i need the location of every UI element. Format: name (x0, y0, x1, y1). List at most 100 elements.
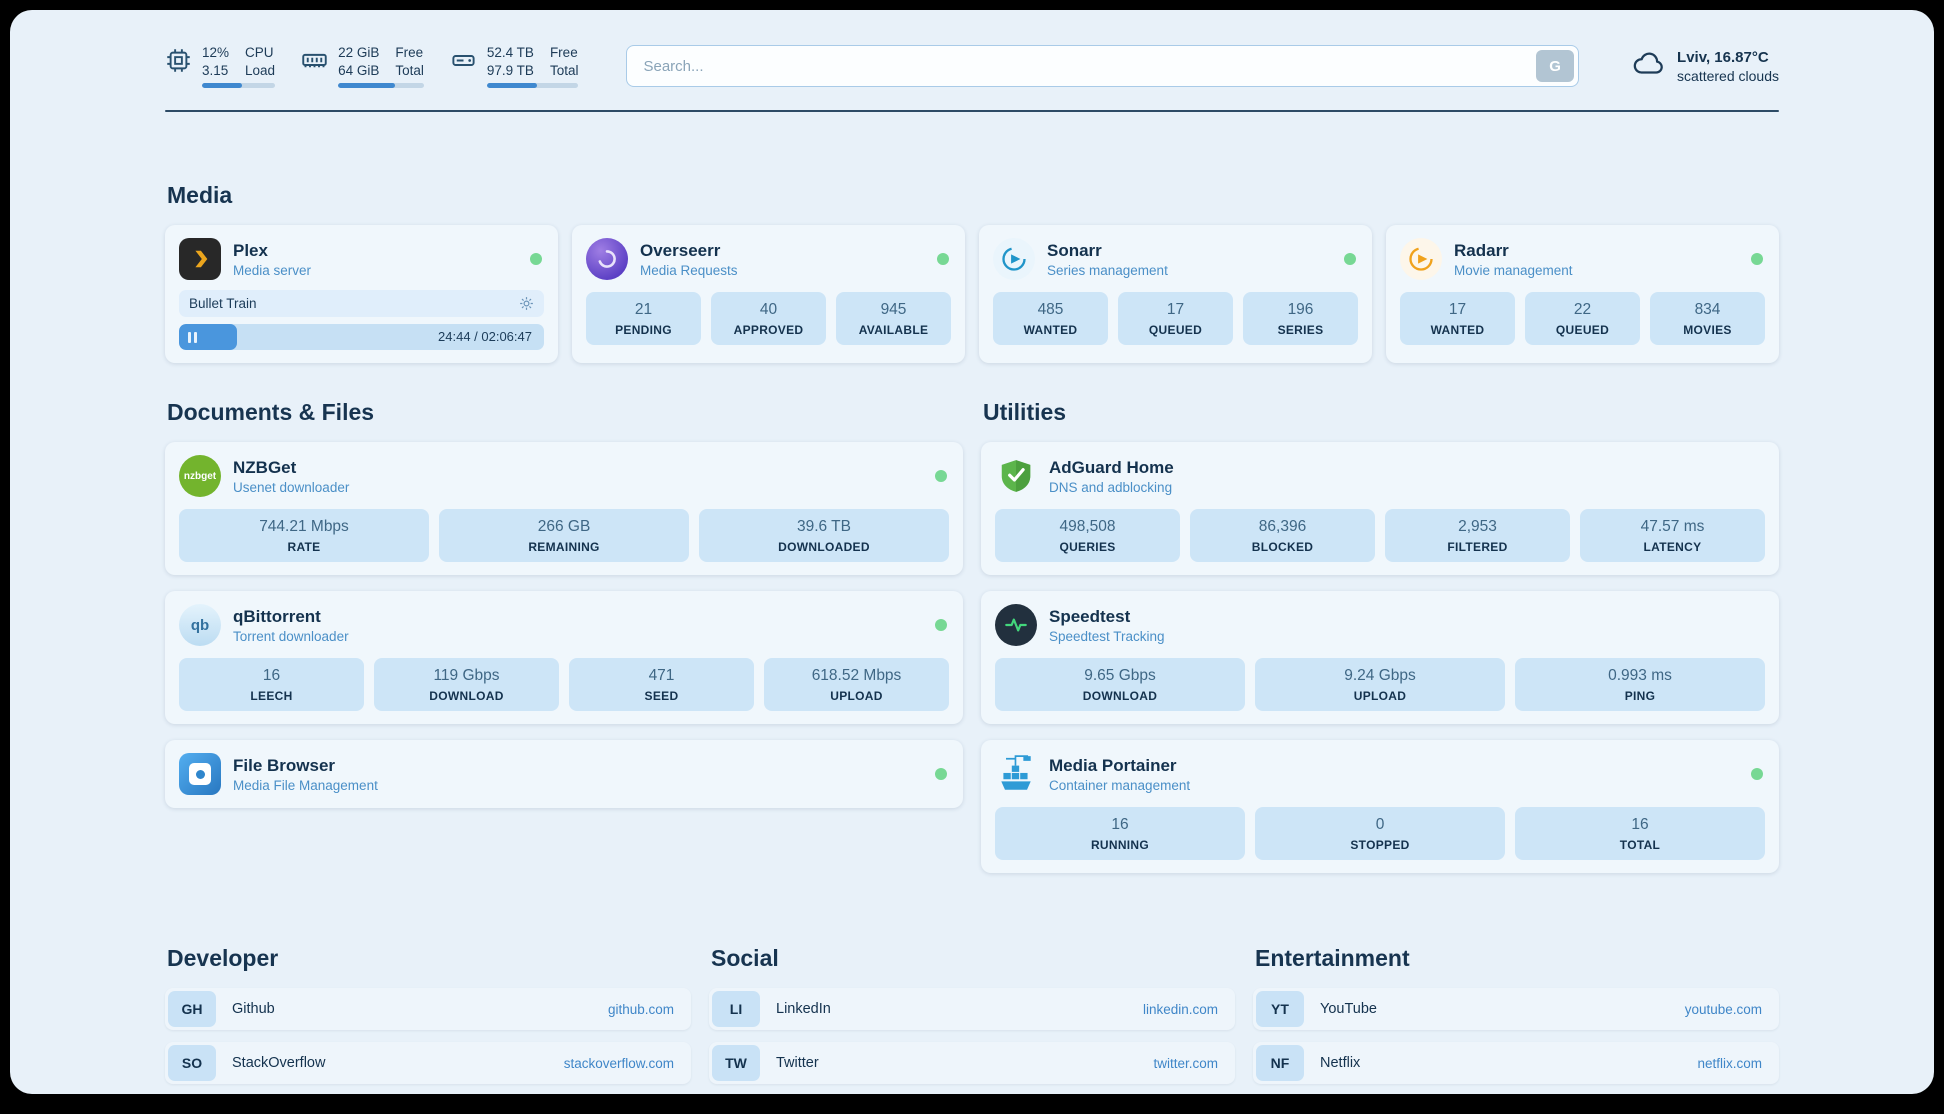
weather-widget[interactable]: Lviv, 16.87°C scattered clouds (1631, 49, 1779, 84)
plex-status-dot (530, 253, 542, 266)
stat-pending: 21 PENDING (586, 292, 701, 346)
qbittorrent-title[interactable]: qBittorrent (233, 606, 321, 626)
bookmark-name: YouTube (1320, 1001, 1377, 1018)
stat-label: DOWNLOADED (778, 540, 870, 555)
nzbget-card[interactable]: nzbget NZBGet Usenet downloader 744.21 M… (165, 442, 963, 576)
stat-label: QUEUED (1555, 323, 1610, 338)
utilities-section: Utilities AdGuard Home DNS and adblockin… (981, 399, 1779, 874)
ram-label-top: Free (395, 45, 424, 60)
stat-value: 16 (1631, 816, 1649, 834)
bookmark-linkedin[interactable]: LI LinkedIn linkedin.com (709, 988, 1235, 1031)
bookmark-twitter[interactable]: TW Twitter twitter.com (709, 1042, 1235, 1085)
social-section-title: Social (711, 945, 779, 972)
radarr-status-dot (1751, 253, 1763, 266)
documents-section: Documents & Files nzbget NZBGet Usenet d… (165, 399, 963, 809)
disk-metric: 52.4 TB Free 97.9 TB Total (450, 44, 579, 89)
stat-label: UPLOAD (830, 689, 883, 704)
stat-ping: 0.993 ms PING (1515, 658, 1765, 712)
filebrowser-card[interactable]: File Browser Media File Management (165, 740, 963, 809)
cpu-icon (165, 47, 192, 74)
stat-value: 834 (1694, 301, 1721, 319)
search-provider-button[interactable]: G (1536, 50, 1575, 83)
bookmark-github[interactable]: GH Github github.com (165, 988, 691, 1031)
adguard-title[interactable]: AdGuard Home (1049, 457, 1174, 477)
bookmark-stackoverflow[interactable]: SO StackOverflow stackoverflow.com (165, 1042, 691, 1085)
disk-icon (450, 47, 477, 74)
cpu-progress-track (202, 83, 276, 89)
radarr-card[interactable]: Radarr Movie management 17 WANTED 22 QUE… (1386, 225, 1779, 364)
entertainment-section-title: Entertainment (1255, 945, 1410, 972)
stat-label: SEED (644, 689, 679, 704)
cpu-progress-fill (202, 83, 243, 89)
pause-icon[interactable] (188, 331, 197, 343)
nzbget-title[interactable]: NZBGet (233, 457, 297, 477)
stat-blocked: 86,396 BLOCKED (1190, 509, 1375, 563)
stat-label: WANTED (1430, 323, 1485, 338)
stat-value: 17 (1448, 301, 1467, 319)
stat-queries: 498,508 QUERIES (995, 509, 1180, 563)
bookmark-name: Github (232, 1001, 275, 1018)
stat-available: 945 AVAILABLE (836, 292, 951, 346)
speedtest-card[interactable]: Speedtest Speedtest Tracking 9.65 Gbps D… (981, 591, 1779, 725)
nzbget-subtitle: Usenet downloader (233, 479, 350, 495)
filebrowser-status-dot (935, 768, 947, 781)
bookmark-url: netflix.com (1697, 1055, 1762, 1071)
stat-label: SERIES (1277, 323, 1324, 338)
qbittorrent-card[interactable]: qb qBittorrent Torrent downloader 16 LEE… (165, 591, 963, 725)
playback-progress-bar[interactable]: 24:44 / 02:06:47 (179, 324, 544, 351)
radarr-title[interactable]: Radarr (1454, 240, 1509, 260)
disk-progress-fill (486, 83, 538, 89)
bookmark-abbr: TW (712, 1045, 760, 1082)
bookmark-youtube[interactable]: YT YouTube youtube.com (1253, 988, 1779, 1031)
stat-label: BLOCKED (1251, 540, 1314, 555)
stat-stopped: 0 STOPPED (1255, 807, 1505, 861)
stat-movies: 834 MOVIES (1650, 292, 1765, 346)
search-input[interactable] (626, 45, 1580, 88)
stat-total: 16 TOTAL (1515, 807, 1765, 861)
bookmark-netflix[interactable]: NF Netflix netflix.com (1253, 1042, 1779, 1085)
bookmark-group-entertainment: Entertainment YT YouTube youtube.com NF … (1253, 945, 1779, 1094)
radarr-subtitle: Movie management (1454, 262, 1573, 278)
bookmark-url: youtube.com (1684, 1001, 1762, 1017)
stat-value: 119 Gbps (433, 667, 500, 685)
disk-label-bottom: Total (549, 62, 579, 78)
speedtest-title[interactable]: Speedtest (1049, 606, 1131, 626)
portainer-status-dot (1751, 768, 1763, 781)
sonarr-card[interactable]: Sonarr Series management 485 WANTED 17 Q… (979, 225, 1372, 364)
overseerr-card[interactable]: Overseerr Media Requests 21 PENDING 40 A… (572, 225, 965, 364)
documents-section-title: Documents & Files (167, 399, 375, 426)
ram-progress-fill (338, 83, 395, 89)
filebrowser-title[interactable]: File Browser (233, 755, 336, 775)
bookmark-abbr: YT (1256, 991, 1304, 1028)
adguard-card[interactable]: AdGuard Home DNS and adblocking 498,508 … (981, 442, 1779, 576)
cpu-metric: 12% CPU 3.15 Load (165, 44, 276, 89)
sonarr-title[interactable]: Sonarr (1047, 240, 1102, 260)
portainer-card[interactable]: Media Portainer Container management 16 … (981, 740, 1779, 874)
stat-value: 0 (1375, 816, 1385, 834)
bookmark-url: github.com (607, 1001, 674, 1017)
stat-label: REMAINING (528, 540, 600, 555)
overseerr-icon (586, 238, 628, 281)
sonarr-subtitle: Series management (1047, 262, 1168, 278)
plex-title[interactable]: Plex (233, 240, 268, 260)
disk-total-value: 97.9 TB (486, 62, 534, 78)
now-playing-bar: Bullet Train (179, 290, 544, 318)
ram-total-value: 64 GiB (338, 62, 380, 78)
stat-value: 9.65 Gbps (1084, 667, 1156, 685)
weather-condition: scattered clouds (1677, 67, 1779, 84)
bookmark-name: Netflix (1320, 1055, 1361, 1072)
stat-value: 196 (1287, 301, 1314, 319)
portainer-title[interactable]: Media Portainer (1049, 755, 1177, 775)
stat-label: QUEUED (1148, 323, 1203, 338)
plex-card[interactable]: Plex Media server Bullet Train (165, 225, 558, 364)
stat-label: MOVIES (1683, 323, 1732, 338)
stat-value: 22 (1573, 301, 1592, 319)
sonarr-status-dot (1344, 253, 1356, 266)
stat-download: 119 Gbps DOWNLOAD (374, 658, 559, 712)
overseerr-status-dot (937, 253, 949, 266)
gear-icon[interactable] (519, 296, 534, 311)
plex-icon (179, 238, 221, 281)
overseerr-title[interactable]: Overseerr (640, 240, 721, 260)
ram-progress-track (338, 83, 424, 89)
stat-value: 485 (1037, 301, 1064, 319)
